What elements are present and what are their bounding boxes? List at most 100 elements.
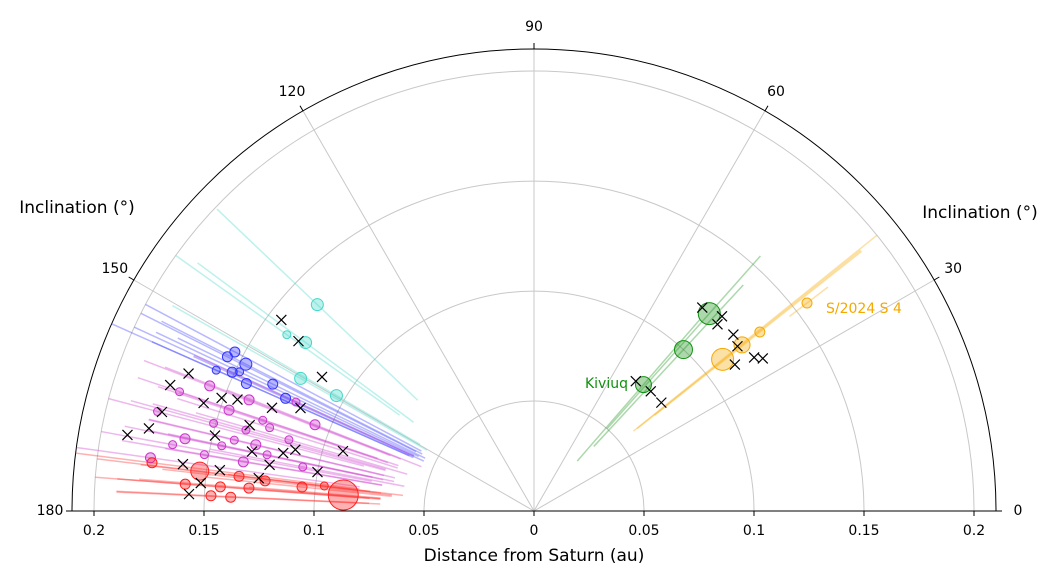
range-line bbox=[148, 418, 396, 479]
x-tick-label: 0.2 bbox=[83, 523, 105, 539]
moon-marker bbox=[298, 462, 308, 472]
moon-marker bbox=[250, 439, 262, 451]
theta-tick-label: 90 bbox=[525, 19, 543, 35]
range-line bbox=[606, 255, 761, 430]
range-line bbox=[248, 343, 421, 446]
range-line bbox=[97, 458, 371, 493]
moon-marker bbox=[284, 435, 294, 445]
range-line bbox=[117, 478, 381, 500]
x-marker bbox=[244, 419, 256, 431]
range-line bbox=[177, 337, 426, 459]
theta-tick-label: 120 bbox=[279, 84, 306, 100]
moon-marker bbox=[711, 347, 735, 371]
x-tick-label: 0.05 bbox=[628, 523, 659, 539]
x-marker bbox=[645, 385, 657, 397]
x-marker bbox=[177, 458, 189, 470]
moon-marker bbox=[175, 387, 185, 397]
x-marker bbox=[266, 402, 278, 414]
x-marker bbox=[337, 445, 349, 457]
theta-tick-label: 0 bbox=[1014, 503, 1023, 519]
moon-marker bbox=[310, 298, 324, 312]
range-line bbox=[167, 433, 395, 483]
range-line bbox=[152, 403, 386, 471]
moon-marker bbox=[229, 435, 239, 445]
range-line bbox=[195, 412, 408, 475]
range-line bbox=[654, 250, 863, 416]
x-marker bbox=[316, 371, 328, 383]
range-line bbox=[161, 320, 423, 455]
moon-marker bbox=[697, 302, 721, 326]
theta-grid-line bbox=[533, 110, 766, 512]
range-line bbox=[108, 397, 365, 467]
range-line bbox=[95, 476, 370, 500]
moon-marker bbox=[296, 481, 308, 493]
theta-tick-label: 30 bbox=[944, 261, 962, 277]
moon-marker bbox=[204, 380, 216, 392]
moon-marker bbox=[241, 425, 251, 435]
x-marker bbox=[727, 329, 739, 341]
theta-grid-line bbox=[533, 279, 935, 512]
moon-marker bbox=[265, 423, 275, 433]
theta-axis-label-left: Inclination (°) bbox=[19, 198, 135, 218]
moon-marker bbox=[280, 392, 292, 404]
moon-marker bbox=[225, 491, 237, 503]
annotation: Kiviuq bbox=[585, 376, 628, 392]
x-marker bbox=[216, 392, 228, 404]
x-marker bbox=[198, 397, 210, 409]
moon-marker bbox=[168, 440, 178, 450]
moon-marker bbox=[282, 330, 292, 340]
range-line bbox=[172, 304, 428, 451]
range-line bbox=[121, 439, 383, 486]
moon-marker bbox=[673, 340, 693, 360]
range-line bbox=[145, 303, 422, 452]
moon-marker bbox=[146, 457, 158, 469]
moon-marker bbox=[214, 481, 226, 493]
x-marker bbox=[729, 359, 741, 370]
x-tick-label: 0.2 bbox=[963, 523, 985, 539]
x-marker bbox=[748, 352, 760, 363]
x-tick-label: 0.15 bbox=[188, 523, 219, 539]
x-marker bbox=[275, 314, 287, 326]
x-marker bbox=[732, 340, 743, 352]
moon-marker bbox=[259, 475, 271, 487]
range-line bbox=[75, 452, 360, 490]
x-marker bbox=[630, 375, 642, 387]
moon-marker bbox=[243, 394, 255, 406]
range-line bbox=[197, 262, 415, 423]
x-tick-label: 0.15 bbox=[848, 523, 879, 539]
range-line bbox=[216, 208, 419, 401]
annotation: S/2024 S 4 bbox=[826, 301, 902, 317]
range-line bbox=[140, 312, 417, 453]
moon-marker bbox=[235, 367, 245, 377]
moon-marker bbox=[309, 419, 321, 431]
theta-tick bbox=[299, 105, 304, 112]
range-line bbox=[116, 490, 370, 504]
theta-tick-label: 150 bbox=[101, 261, 128, 277]
markers bbox=[122, 297, 813, 511]
x-marker bbox=[122, 429, 133, 441]
moon-marker bbox=[262, 450, 272, 460]
range-line bbox=[177, 397, 398, 469]
moon-marker bbox=[209, 418, 219, 428]
range-line bbox=[165, 447, 383, 487]
theta-tick-label: 60 bbox=[767, 84, 785, 100]
x-marker bbox=[712, 318, 723, 330]
range-line bbox=[175, 254, 401, 416]
moon-marker bbox=[233, 470, 245, 482]
x-marker bbox=[655, 397, 667, 409]
x-marker bbox=[164, 379, 176, 391]
moon-marker bbox=[179, 433, 191, 445]
x-marker bbox=[156, 406, 168, 418]
range-line bbox=[76, 446, 360, 488]
range-line bbox=[133, 326, 415, 457]
moon-marker bbox=[226, 366, 238, 378]
moon-marker bbox=[319, 481, 329, 491]
moon-marker bbox=[179, 478, 191, 490]
moon-marker bbox=[291, 397, 301, 407]
moon-marker bbox=[199, 450, 209, 460]
x-tick-label: 0 bbox=[530, 523, 539, 539]
moon-marker bbox=[329, 389, 343, 403]
range-line bbox=[146, 429, 373, 478]
moon-marker bbox=[733, 336, 751, 354]
